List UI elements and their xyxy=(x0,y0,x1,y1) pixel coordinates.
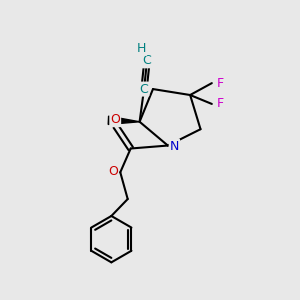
Text: O: O xyxy=(108,165,118,178)
Text: N: N xyxy=(170,140,179,153)
Text: F: F xyxy=(217,76,224,90)
Polygon shape xyxy=(108,116,140,124)
Text: F: F xyxy=(217,98,224,110)
Text: C: C xyxy=(143,54,152,67)
Text: C: C xyxy=(140,82,148,96)
Text: H: H xyxy=(137,42,146,55)
Text: O: O xyxy=(110,113,120,126)
